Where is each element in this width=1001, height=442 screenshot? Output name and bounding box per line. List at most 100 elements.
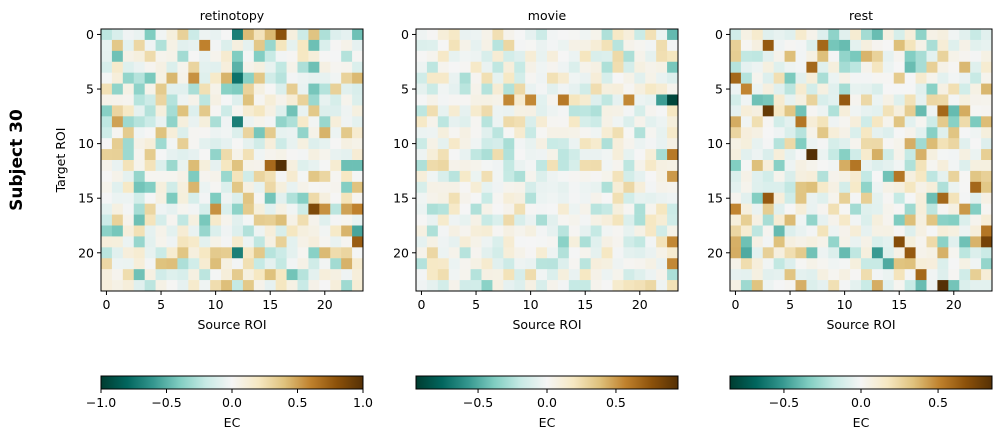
cell-5-3 xyxy=(762,83,775,95)
cell-14-14 xyxy=(568,181,581,194)
x-tick-label: 0 xyxy=(102,297,110,312)
cell-0-19 xyxy=(308,29,320,41)
cell-19-23 xyxy=(667,236,679,248)
cell-23-12 xyxy=(547,280,559,292)
cell-4-13 xyxy=(242,72,255,84)
cell-6-20 xyxy=(319,94,331,106)
cell-14-22 xyxy=(970,181,982,194)
cell-7-19 xyxy=(937,105,949,117)
cell-9-10 xyxy=(210,127,222,139)
cell-13-16 xyxy=(590,170,602,183)
cell-1-5 xyxy=(784,39,796,52)
colorbar-tick-label: 0.0 xyxy=(851,395,871,410)
cell-4-22 xyxy=(970,72,982,84)
cell-5-18 xyxy=(612,83,624,95)
cell-7-15 xyxy=(893,105,906,117)
cell-16-0 xyxy=(416,203,428,215)
cell-11-17 xyxy=(915,149,927,161)
cell-5-13 xyxy=(242,83,255,95)
cell-18-15 xyxy=(264,225,277,237)
cell-7-1 xyxy=(111,105,124,117)
cell-5-19 xyxy=(308,83,320,95)
cell-9-1 xyxy=(426,127,439,139)
cell-9-0 xyxy=(101,127,113,139)
cell-17-21 xyxy=(959,214,971,226)
cell-12-22 xyxy=(341,160,353,172)
cell-6-12 xyxy=(861,94,873,106)
cell-3-0 xyxy=(101,61,113,74)
cell-2-2 xyxy=(122,50,135,63)
cell-13-7 xyxy=(806,170,818,183)
cell-19-19 xyxy=(623,236,635,248)
cell-19-4 xyxy=(773,236,785,248)
cell-2-15 xyxy=(579,50,592,63)
cell-15-14 xyxy=(568,192,581,205)
cell-20-3 xyxy=(762,247,775,259)
cell-22-15 xyxy=(264,269,277,281)
y-tick-label: 0 xyxy=(715,27,723,42)
cell-6-20 xyxy=(948,94,960,106)
cell-16-6 xyxy=(481,203,493,215)
cell-4-10 xyxy=(839,72,851,84)
cell-1-21 xyxy=(959,39,971,52)
cell-23-16 xyxy=(590,280,602,292)
cell-1-14 xyxy=(882,39,895,52)
cell-5-13 xyxy=(871,83,884,95)
cell-3-15 xyxy=(579,61,592,74)
cell-16-5 xyxy=(155,203,167,215)
cell-1-18 xyxy=(612,39,624,52)
cell-15-13 xyxy=(557,192,570,205)
cell-16-20 xyxy=(948,203,960,215)
cell-9-19 xyxy=(623,127,635,139)
cell-12-1 xyxy=(426,160,439,172)
cell-21-17 xyxy=(915,258,927,270)
cell-19-2 xyxy=(751,236,764,248)
cell-11-22 xyxy=(656,149,668,161)
cell-6-9 xyxy=(828,94,840,106)
cell-23-21 xyxy=(645,280,657,292)
cell-11-21 xyxy=(330,149,342,161)
cell-11-5 xyxy=(155,149,167,161)
cell-4-11 xyxy=(221,72,233,84)
cell-21-11 xyxy=(221,258,233,270)
cell-7-12 xyxy=(861,105,873,117)
cell-0-17 xyxy=(286,29,298,41)
cell-19-18 xyxy=(612,236,624,248)
cell-18-2 xyxy=(437,225,450,237)
cell-8-9 xyxy=(199,116,211,128)
cell-5-6 xyxy=(166,83,178,95)
cell-0-1 xyxy=(740,29,753,41)
cell-2-4 xyxy=(773,50,785,63)
x-tick-label: 20 xyxy=(632,297,648,312)
cell-3-10 xyxy=(210,61,222,74)
cell-16-20 xyxy=(319,203,331,215)
cell-21-15 xyxy=(579,258,592,270)
cell-5-23 xyxy=(981,83,993,95)
cell-23-10 xyxy=(839,280,851,292)
cell-20-21 xyxy=(645,247,657,259)
cell-10-4 xyxy=(773,138,785,150)
cell-13-13 xyxy=(242,170,255,183)
cell-21-17 xyxy=(601,258,613,270)
cell-10-23 xyxy=(352,138,364,150)
cell-6-15 xyxy=(264,94,277,106)
cell-7-11 xyxy=(850,105,862,117)
cell-15-7 xyxy=(177,192,189,205)
cell-1-1 xyxy=(426,39,439,52)
cell-23-9 xyxy=(199,280,211,292)
cell-5-7 xyxy=(492,83,504,95)
cell-20-5 xyxy=(784,247,796,259)
cell-16-20 xyxy=(634,203,646,215)
cell-18-14 xyxy=(568,225,581,237)
cell-7-23 xyxy=(667,105,679,117)
cell-0-13 xyxy=(557,29,570,41)
cell-22-23 xyxy=(981,269,993,281)
cell-19-22 xyxy=(656,236,668,248)
cell-0-22 xyxy=(970,29,982,41)
cell-18-8 xyxy=(188,225,200,237)
cell-15-2 xyxy=(437,192,450,205)
cell-19-2 xyxy=(122,236,135,248)
cell-16-8 xyxy=(503,203,515,215)
cell-4-19 xyxy=(623,72,635,84)
cell-10-6 xyxy=(795,138,807,150)
